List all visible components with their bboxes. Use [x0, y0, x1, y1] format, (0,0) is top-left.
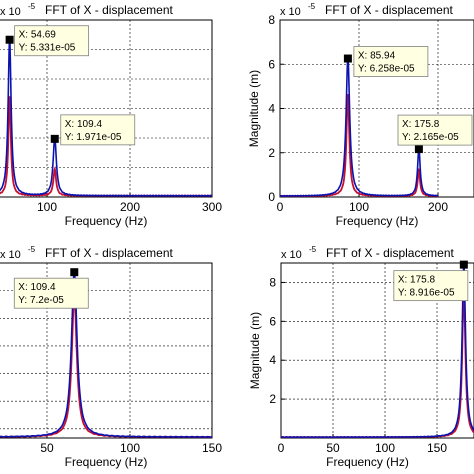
- x-tick-label: 0: [278, 441, 285, 455]
- datatip-y: Y: 7.2e-05: [18, 295, 64, 306]
- y-tick-label: 4: [268, 102, 275, 116]
- datatip-y: Y: 2.165e-05: [402, 132, 459, 143]
- datatip-marker[interactable]: [70, 268, 79, 277]
- datatip-box: [353, 46, 429, 77]
- chart-panel-1: 100 200 300 Frequency (Hz) x 10 -5 FFT of X - …: [0, 2, 222, 228]
- x-tick-label: 200: [428, 200, 448, 214]
- series-group: [0, 271, 212, 438]
- datatip-marker[interactable]: [414, 145, 423, 154]
- x-axis-label: Frequency (Hz): [65, 214, 148, 228]
- datatip-box: [393, 270, 469, 302]
- datatip-x: X: 175.8: [398, 275, 436, 286]
- scale-exponent: -5: [28, 2, 36, 11]
- scale-multiplier: x 10: [0, 249, 21, 261]
- datatip-y: Y: 6.258e-05: [358, 64, 415, 75]
- datatip-box: [13, 277, 89, 309]
- datatip-x: X: 109.4: [18, 282, 56, 293]
- datatip-x: X: 175.8: [402, 119, 440, 130]
- series-group: [281, 264, 474, 438]
- x-tick-label: 50: [326, 441, 340, 455]
- y-tick-label: 6: [269, 314, 276, 328]
- x-axis-label: Frequency (Hz): [336, 214, 419, 228]
- y-tick-label: 2: [268, 146, 275, 160]
- chart-title: FFT of X - displacement: [45, 3, 173, 17]
- series-line-blue: [0, 271, 212, 438]
- series-line-blue: [280, 57, 439, 197]
- scale-multiplier: x 10: [280, 6, 301, 18]
- datatip-x: X: 85.94: [358, 51, 396, 62]
- datatip-marker[interactable]: [50, 134, 59, 143]
- scale-exponent: -5: [28, 245, 36, 254]
- datatip[interactable]: X: 109.4 Y: 7.2e-05: [13, 277, 89, 309]
- series-line-blue: [0, 39, 212, 197]
- scale-multiplier: x 10: [281, 249, 302, 261]
- x-tick-label: 100: [349, 200, 369, 214]
- y-tick-label: 2: [269, 392, 276, 406]
- chart-panel-3: 50 100 150 Frequency (Hz) x 10 -5 FFT of X - d…: [0, 245, 222, 469]
- x-tick-label: 200: [120, 200, 140, 214]
- chart-title: FFT of X - displacement: [325, 3, 453, 17]
- datatip[interactable]: X: 175.8 Y: 8.916e-05: [393, 270, 469, 302]
- x-axis-label: Frequency (Hz): [326, 455, 409, 469]
- x-tick-label: 50: [40, 441, 54, 455]
- datatip[interactable]: X: 109.4 Y: 1.971e-05: [60, 114, 136, 146]
- y-tick-label: 8: [268, 13, 275, 27]
- scale-multiplier: x 10: [0, 6, 21, 18]
- y-tick-label: 4: [269, 353, 276, 367]
- chart-panel-2: 0 100 200 0 2 4 6 8 Frequency (Hz) Magnitude (m) x…: [247, 2, 474, 228]
- datatip-box: [60, 114, 136, 146]
- y-tick-label: 0: [268, 190, 275, 204]
- y-tick-label: 6: [268, 57, 275, 71]
- x-axis-label: Frequency (Hz): [65, 455, 148, 469]
- datatip-x: X: 54.69: [19, 30, 57, 41]
- datatip-marker[interactable]: [5, 35, 14, 44]
- datatip-y: Y: 8.916e-05: [398, 288, 455, 299]
- datatip[interactable]: X: 54.69 Y: 5.331e-05: [14, 25, 90, 57]
- x-tick-label: 0: [277, 200, 284, 214]
- datatip[interactable]: X: 85.94 Y: 6.258e-05: [353, 46, 429, 77]
- scale-exponent: -5: [309, 245, 317, 254]
- y-tick-label: 8: [269, 275, 276, 289]
- datatip-marker[interactable]: [343, 54, 352, 63]
- datatip-box: [14, 25, 90, 57]
- chart-title: FFT of X - displacement: [326, 246, 454, 260]
- datatip-y: Y: 1.971e-05: [65, 132, 122, 143]
- y-axis-label: Magnitude (m): [248, 312, 262, 389]
- series-group: [0, 39, 212, 197]
- datatip-x: X: 109.4: [65, 119, 103, 130]
- x-tick-label: 150: [427, 441, 447, 455]
- datatip-y: Y: 5.331e-05: [19, 43, 76, 54]
- x-tick-label: 300: [202, 200, 222, 214]
- series-group: [280, 57, 439, 197]
- x-tick-label: 150: [202, 441, 222, 455]
- chart-panel-4: 0 50 100 150 2 4 6 8 Frequency (Hz) Magnitude (m)…: [248, 245, 474, 469]
- chart-title: FFT of X - displacement: [45, 246, 173, 260]
- datatip-box: [397, 114, 473, 146]
- datatip-marker[interactable]: [459, 260, 468, 269]
- y-axis-label: Magnitude (m): [247, 70, 261, 147]
- x-tick-label: 100: [375, 441, 395, 455]
- x-tick-label: 100: [37, 200, 57, 214]
- scale-exponent: -5: [308, 2, 316, 11]
- series-line-blue: [281, 264, 474, 438]
- datatip[interactable]: X: 175.8 Y: 2.165e-05: [397, 114, 473, 146]
- x-tick-label: 100: [120, 441, 140, 455]
